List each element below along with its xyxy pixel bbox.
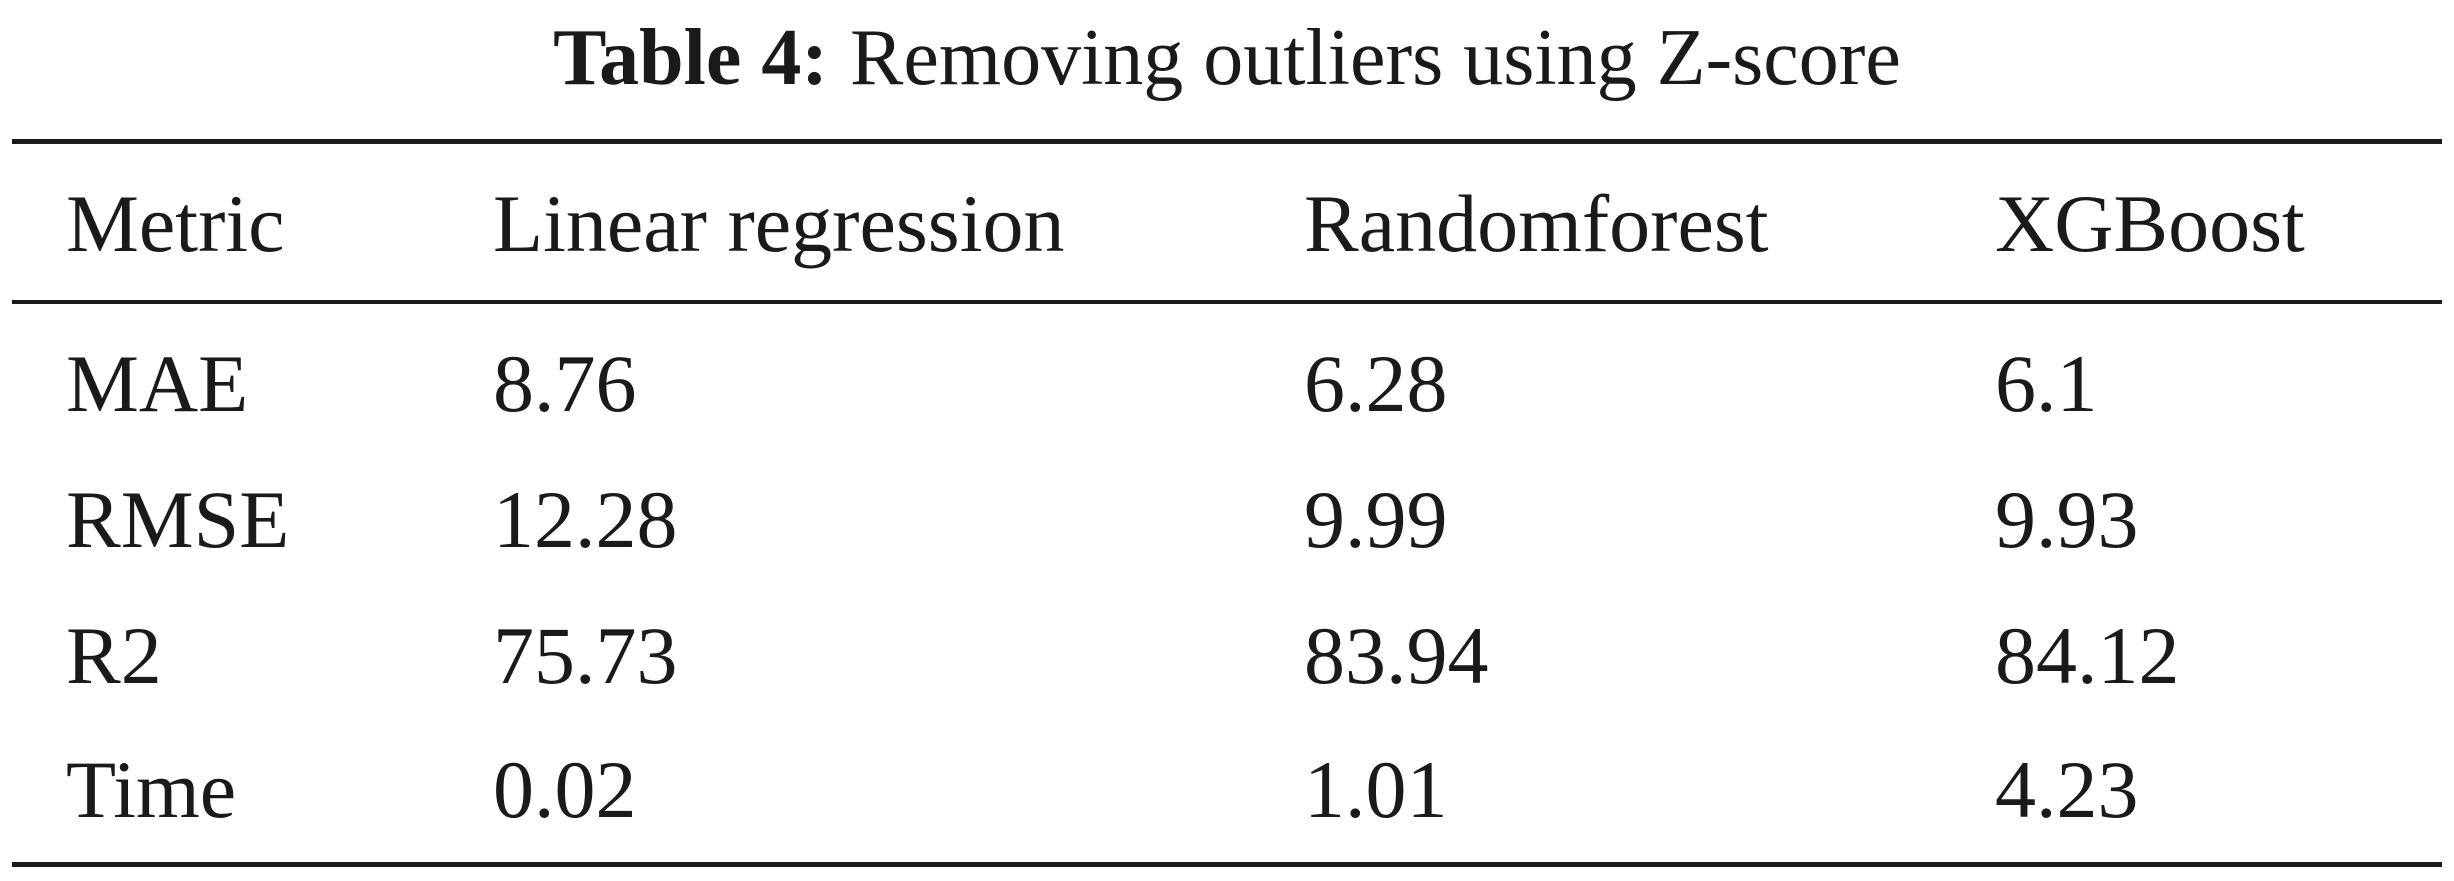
top-rule (12, 139, 2442, 144)
table-cell: 75.73 (493, 610, 678, 701)
header-cell: Randomforest (1304, 178, 1769, 269)
table-cell: 83.94 (1304, 610, 1489, 701)
table-cell: 84.12 (1995, 610, 2180, 701)
table-cell: 4.23 (1995, 744, 2139, 835)
header-rule (12, 300, 2442, 304)
table-cell: 1.01 (1304, 744, 1448, 835)
table-cell: 9.93 (1995, 474, 2139, 565)
header-cell: Linear regression (493, 178, 1065, 269)
table-caption: Table 4: Removing outliers using Z-score (0, 8, 2454, 108)
table-cell: 8.76 (493, 338, 637, 429)
table-cell: 6.28 (1304, 338, 1448, 429)
table-cell: 6.1 (1995, 338, 2098, 429)
header-cell: Metric (66, 178, 285, 269)
table-cell: 12.28 (493, 474, 678, 565)
row-label: R2 (66, 610, 162, 701)
caption-label: Table 4: (553, 14, 828, 102)
bottom-rule (12, 862, 2442, 867)
table-cell: 9.99 (1304, 474, 1448, 565)
row-label: Time (66, 744, 237, 835)
row-label: MAE (66, 338, 249, 429)
caption-text: Removing outliers using Z-score (849, 14, 1901, 102)
row-label: RMSE (66, 474, 290, 565)
table-cell: 0.02 (493, 744, 637, 835)
header-cell: XGBoost (1995, 178, 2305, 269)
